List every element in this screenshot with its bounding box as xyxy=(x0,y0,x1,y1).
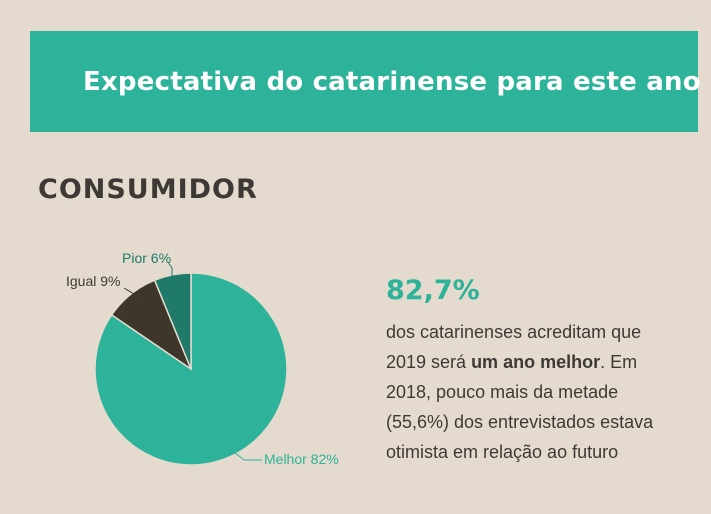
highlight-line: dos catarinenses acreditam que xyxy=(386,322,642,342)
slice-label-igual: Igual 9% xyxy=(66,273,120,289)
highlight-line: (55,6%) dos entrevistados estava xyxy=(386,412,654,432)
section-title: CONSUMIDOR xyxy=(38,174,258,205)
slice-label-pior: Pior 6% xyxy=(122,250,171,266)
highlight-line: otimista em relação ao futuro xyxy=(386,442,619,462)
highlight-line: 2018, pouco mais da metade xyxy=(386,382,619,402)
highlight-line: 2019 será um ano melhor. Em xyxy=(386,352,638,372)
highlight-value: 82,7% xyxy=(386,275,480,306)
highlight-text: dos catarinenses acreditam que 2019 será… xyxy=(386,317,686,467)
highlight-emphasis: um ano melhor xyxy=(471,352,601,372)
leader-line xyxy=(233,451,262,461)
page-title: Expectativa do catarinense para este ano xyxy=(83,66,701,97)
leader-line xyxy=(123,287,139,301)
title-banner: Expectativa do catarinense para este ano xyxy=(30,31,701,132)
leader-line xyxy=(167,261,173,276)
slice-label-melhor: Melhor 82% xyxy=(264,451,339,467)
